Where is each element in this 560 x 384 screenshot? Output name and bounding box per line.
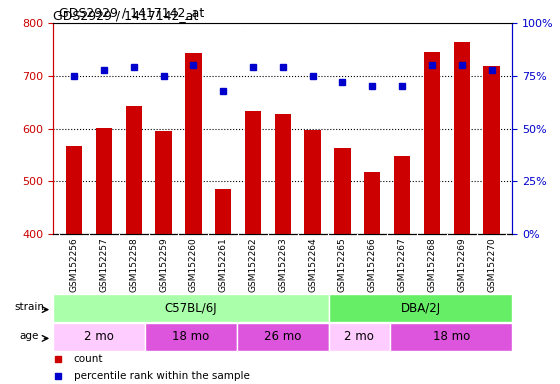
Bar [329, 323, 390, 351]
Text: GSM152268: GSM152268 [427, 237, 436, 292]
Bar [237, 323, 329, 351]
Bar [329, 295, 512, 322]
Text: strain: strain [14, 302, 44, 312]
Text: GSM152264: GSM152264 [308, 237, 317, 292]
Bar [364, 172, 380, 234]
Bar [334, 147, 351, 234]
Text: GSM152269: GSM152269 [457, 237, 466, 292]
Bar [96, 128, 112, 234]
Text: 18 mo: 18 mo [172, 331, 209, 343]
Text: 18 mo: 18 mo [432, 331, 470, 343]
Text: GSM152266: GSM152266 [368, 237, 377, 292]
Text: C57BL/6J: C57BL/6J [165, 302, 217, 314]
Text: GSM152262: GSM152262 [249, 237, 258, 292]
Text: count: count [74, 354, 104, 364]
Text: age: age [20, 331, 39, 341]
Bar [66, 146, 82, 234]
Bar [125, 106, 142, 234]
Text: DBA/2J: DBA/2J [400, 302, 441, 314]
Text: 26 mo: 26 mo [264, 331, 301, 343]
Text: GDS2929 / 1417142_at: GDS2929 / 1417142_at [53, 9, 198, 22]
Text: GSM152257: GSM152257 [99, 237, 109, 292]
Bar [53, 323, 145, 351]
Text: GSM152270: GSM152270 [487, 237, 496, 292]
Text: GSM152261: GSM152261 [218, 237, 228, 292]
Bar [53, 295, 329, 322]
Text: percentile rank within the sample: percentile rank within the sample [74, 371, 250, 381]
Text: GDS2929 / 1417142_at: GDS2929 / 1417142_at [59, 6, 204, 19]
Text: GSM152258: GSM152258 [129, 237, 138, 292]
Bar [185, 53, 202, 234]
Bar [145, 323, 237, 351]
Bar [390, 323, 512, 351]
Bar [454, 41, 470, 234]
Text: GSM152267: GSM152267 [398, 237, 407, 292]
Text: GSM152265: GSM152265 [338, 237, 347, 292]
Text: GSM152259: GSM152259 [159, 237, 168, 292]
Bar [245, 111, 261, 234]
Bar [305, 130, 321, 234]
Bar [394, 156, 410, 234]
Bar [483, 66, 500, 234]
Text: 2 mo: 2 mo [344, 331, 374, 343]
Bar [155, 131, 172, 234]
Text: 2 mo: 2 mo [84, 331, 114, 343]
Bar [215, 189, 231, 234]
Text: GSM152256: GSM152256 [69, 237, 78, 292]
Text: GSM152263: GSM152263 [278, 237, 287, 292]
Text: GSM152260: GSM152260 [189, 237, 198, 292]
Bar [274, 114, 291, 234]
Bar [424, 51, 440, 234]
